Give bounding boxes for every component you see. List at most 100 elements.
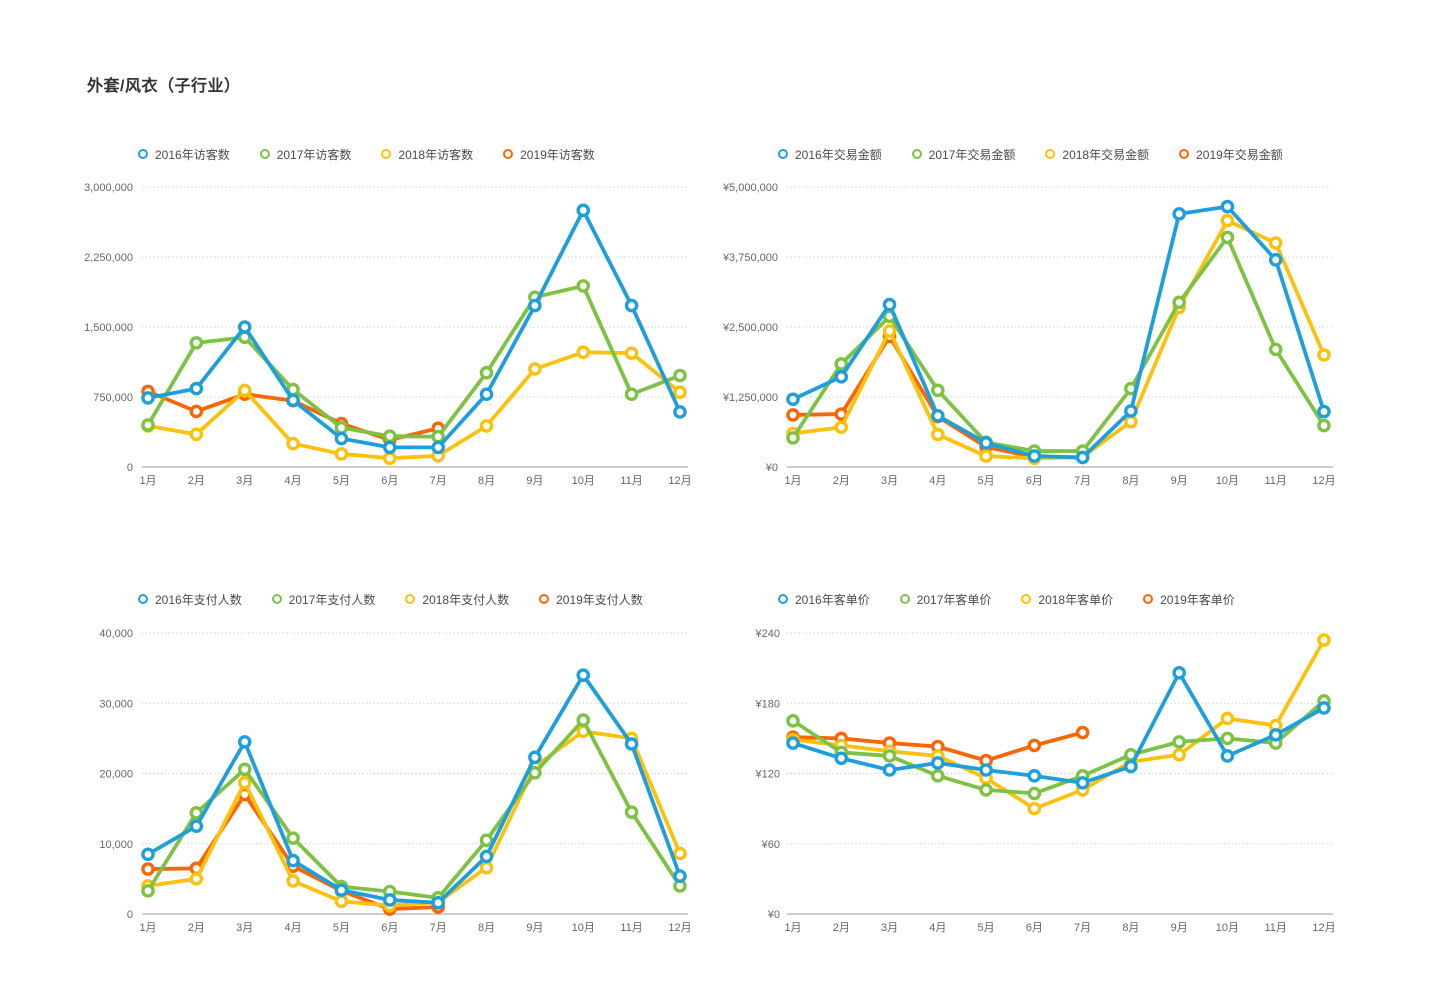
- data-point-2017-4月[interactable]: [931, 383, 945, 398]
- legend-item-2017-avg-order-value[interactable]: 2017年客单价: [899, 591, 991, 608]
- data-point-2016-4月[interactable]: [286, 393, 300, 408]
- legend-item-2018-avg-order-value[interactable]: 2018年客单价: [1021, 591, 1113, 608]
- legend-item-2018-payers[interactable]: 2018年支付人数: [405, 591, 509, 608]
- data-point-2016-3月[interactable]: [237, 320, 252, 334]
- data-point-2017-10月[interactable]: [576, 713, 591, 727]
- data-point-2017-5月[interactable]: [979, 783, 993, 797]
- data-point-2019-7月[interactable]: [1075, 725, 1090, 740]
- data-point-2017-6月[interactable]: [1027, 786, 1042, 801]
- data-point-2016-1月[interactable]: [786, 392, 800, 407]
- data-point-2016-5月[interactable]: [334, 883, 349, 897]
- data-point-2017-12月[interactable]: [1317, 418, 1331, 433]
- data-point-2016-1月[interactable]: [786, 736, 800, 750]
- data-point-2018-11月[interactable]: [624, 346, 639, 360]
- data-point-2017-2月[interactable]: [834, 357, 849, 371]
- data-point-2018-10月[interactable]: [1220, 711, 1235, 726]
- data-point-2016-3月[interactable]: [237, 735, 252, 749]
- data-point-2018-6月[interactable]: [1027, 801, 1042, 816]
- data-point-2018-2月[interactable]: [189, 872, 204, 886]
- data-point-2017-1月[interactable]: [141, 884, 155, 898]
- data-point-2017-3月[interactable]: [882, 749, 897, 763]
- legend-item-2016-avg-order-value[interactable]: 2016年客单价: [778, 591, 870, 608]
- data-point-2016-2月[interactable]: [834, 751, 849, 766]
- data-point-2016-5月[interactable]: [334, 431, 349, 446]
- data-point-2018-5月[interactable]: [979, 449, 993, 463]
- data-point-2017-6月[interactable]: [382, 429, 397, 444]
- data-point-2016-12月[interactable]: [1317, 701, 1331, 715]
- data-point-2016-11月[interactable]: [1268, 253, 1283, 267]
- data-point-2018-8月[interactable]: [1124, 414, 1138, 429]
- data-point-2016-6月[interactable]: [1027, 449, 1042, 463]
- data-point-2017-8月[interactable]: [479, 365, 494, 380]
- data-point-2019-1月[interactable]: [786, 408, 800, 422]
- legend-item-2019-visitors[interactable]: 2019年访客数: [503, 146, 595, 163]
- data-point-2016-9月[interactable]: [1172, 207, 1186, 221]
- data-point-2016-10月[interactable]: [1220, 749, 1235, 763]
- data-point-2018-12月[interactable]: [673, 846, 687, 861]
- legend-item-2017-transaction-amount[interactable]: 2017年交易金额: [911, 146, 1015, 163]
- data-point-2018-6月[interactable]: [382, 451, 397, 465]
- data-point-2017-8月[interactable]: [479, 833, 494, 848]
- data-point-2018-8月[interactable]: [479, 860, 494, 875]
- data-point-2019-2月[interactable]: [189, 404, 204, 419]
- data-point-2017-9月[interactable]: [1172, 735, 1186, 749]
- data-point-2019-1月[interactable]: [141, 862, 155, 876]
- data-point-2016-9月[interactable]: [1172, 666, 1186, 680]
- data-point-2017-11月[interactable]: [624, 805, 639, 819]
- data-point-2016-5月[interactable]: [979, 763, 993, 777]
- data-point-2018-3月[interactable]: [882, 324, 897, 338]
- data-point-2016-11月[interactable]: [1268, 728, 1283, 742]
- data-point-2016-8月[interactable]: [479, 849, 494, 864]
- data-point-2016-6月[interactable]: [382, 893, 397, 907]
- legend-item-2018-visitors[interactable]: 2018年访客数: [381, 146, 473, 163]
- data-point-2016-3月[interactable]: [882, 763, 897, 777]
- data-point-2016-11月[interactable]: [624, 298, 639, 313]
- data-point-2016-5月[interactable]: [979, 436, 993, 450]
- data-point-2019-6月[interactable]: [1027, 738, 1042, 753]
- data-point-2018-2月[interactable]: [189, 427, 204, 442]
- data-point-2017-12月[interactable]: [673, 368, 687, 383]
- data-point-2016-7月[interactable]: [1075, 450, 1090, 465]
- data-point-2017-10月[interactable]: [1220, 731, 1235, 746]
- data-point-2018-11月[interactable]: [1268, 236, 1283, 250]
- data-point-2016-4月[interactable]: [931, 408, 945, 423]
- data-point-2017-2月[interactable]: [189, 806, 204, 820]
- data-point-2016-1月[interactable]: [141, 391, 155, 405]
- data-point-2017-10月[interactable]: [1220, 230, 1235, 245]
- data-point-2017-5月[interactable]: [334, 420, 349, 435]
- legend-item-2019-payers[interactable]: 2019年支付人数: [539, 591, 643, 608]
- data-point-2018-4月[interactable]: [931, 427, 945, 442]
- data-point-2017-11月[interactable]: [624, 387, 639, 401]
- data-point-2016-7月[interactable]: [431, 895, 445, 910]
- data-point-2016-7月[interactable]: [1075, 776, 1090, 790]
- legend-item-2019-transaction-amount[interactable]: 2019年交易金额: [1179, 146, 1283, 163]
- data-point-2016-2月[interactable]: [834, 370, 849, 384]
- legend-item-2018-transaction-amount[interactable]: 2018年交易金额: [1045, 146, 1149, 163]
- data-point-2017-1月[interactable]: [141, 418, 155, 432]
- data-point-2018-3月[interactable]: [237, 383, 252, 398]
- data-point-2016-6月[interactable]: [1027, 769, 1042, 783]
- data-point-2016-2月[interactable]: [189, 819, 204, 833]
- data-point-2016-2月[interactable]: [189, 381, 204, 396]
- data-point-2016-10月[interactable]: [576, 203, 591, 218]
- data-point-2016-9月[interactable]: [528, 750, 542, 765]
- data-point-2018-8月[interactable]: [479, 419, 494, 433]
- data-point-2018-5月[interactable]: [334, 447, 349, 461]
- data-point-2016-10月[interactable]: [1220, 199, 1235, 214]
- legend-item-2017-visitors[interactable]: 2017年访客数: [259, 146, 351, 163]
- data-point-2016-4月[interactable]: [286, 853, 300, 868]
- data-point-2016-12月[interactable]: [673, 405, 687, 419]
- data-point-2018-9月[interactable]: [1172, 747, 1186, 762]
- data-point-2018-2月[interactable]: [834, 420, 849, 435]
- data-point-2018-5月[interactable]: [334, 894, 349, 909]
- data-point-2018-12月[interactable]: [673, 385, 687, 400]
- data-point-2016-9月[interactable]: [528, 298, 542, 313]
- data-point-2016-7月[interactable]: [431, 440, 445, 455]
- legend-item-2016-visitors[interactable]: 2016年访客数: [138, 146, 230, 163]
- legend-item-2016-payers[interactable]: 2016年支付人数: [138, 591, 242, 608]
- data-point-2017-1月[interactable]: [786, 714, 800, 728]
- data-point-2017-4月[interactable]: [931, 769, 945, 783]
- legend-item-2017-payers[interactable]: 2017年支付人数: [271, 591, 375, 608]
- data-point-2016-11月[interactable]: [624, 737, 639, 751]
- data-point-2016-12月[interactable]: [673, 869, 687, 883]
